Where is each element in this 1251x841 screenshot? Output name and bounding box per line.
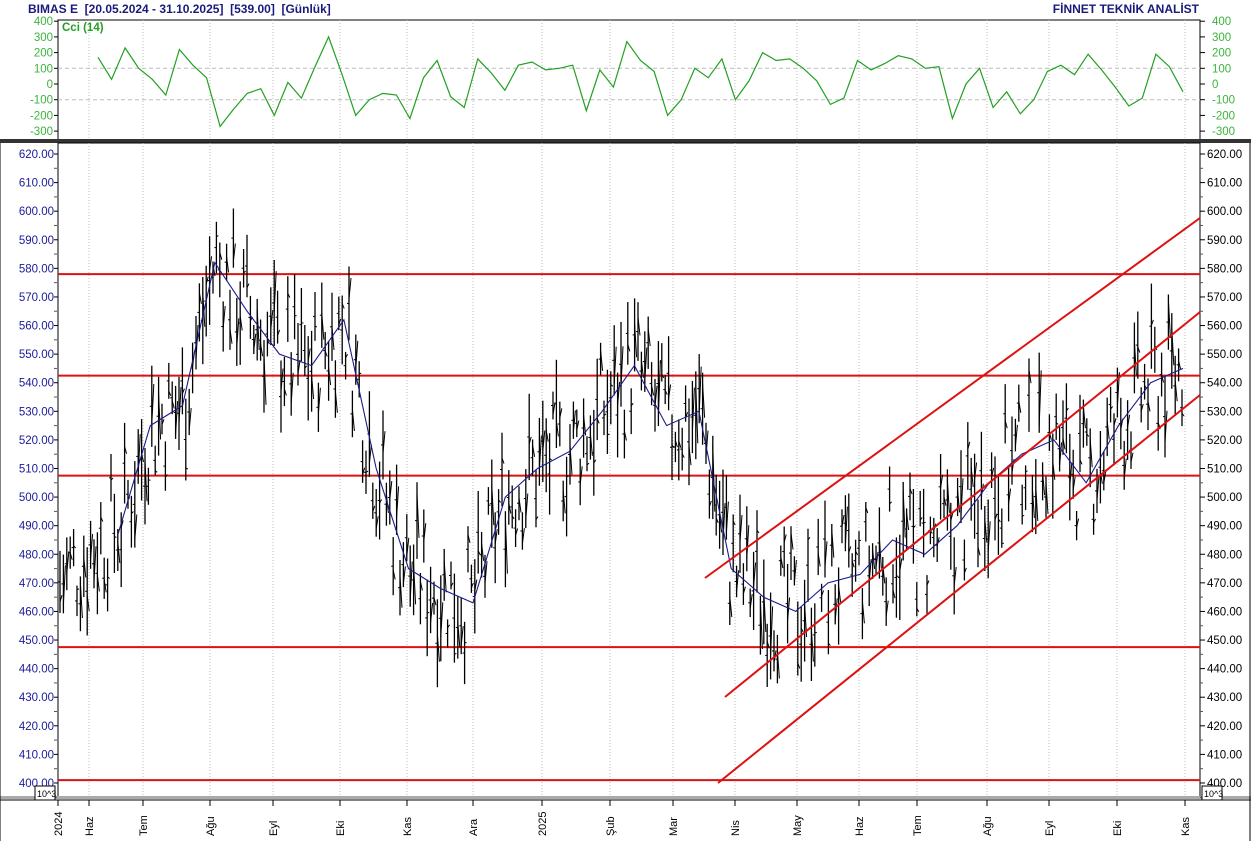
date-tick-label: Ağu [205,816,217,836]
svg-text:600.00: 600.00 [19,206,54,218]
svg-text:520.00: 520.00 [19,435,54,447]
svg-text:470.00: 470.00 [1207,578,1242,590]
svg-text:300: 300 [1212,32,1231,44]
svg-text:590.00: 590.00 [19,235,54,247]
svg-text:520.00: 520.00 [1207,435,1242,447]
horizontal-support-resistance [58,273,1200,782]
svg-text:410.00: 410.00 [1207,749,1242,761]
price-axis: 620.00 620.00 610.00 610.00 600.00 600.00 590.… [19,149,1242,798]
svg-text:500.00: 500.00 [1207,492,1242,504]
scale-badge-right: 10^3 [1201,785,1223,801]
ohlc-bars [58,208,1185,688]
panel-frames [0,19,1251,841]
date-tick-label: May [792,815,804,836]
svg-text:610.00: 610.00 [1207,178,1242,190]
svg-text:540.00: 540.00 [1207,378,1242,390]
svg-text:510.00: 510.00 [1207,463,1242,475]
svg-text:480.00: 480.00 [19,549,54,561]
svg-text:530.00: 530.00 [19,406,54,418]
trend-channel [704,217,1201,784]
svg-text:620.00: 620.00 [19,149,54,161]
svg-text:550.00: 550.00 [19,349,54,361]
date-tick-label: Eki [335,821,347,836]
svg-text:460.00: 460.00 [1207,606,1242,618]
svg-text:440.00: 440.00 [19,664,54,676]
svg-text:510.00: 510.00 [19,463,54,475]
date-tick-label: 2025 [537,812,549,836]
svg-text:600.00: 600.00 [1207,206,1242,218]
brand-label: FİNNET TEKNİK ANALİST [1052,2,1199,16]
svg-text:-100: -100 [30,95,53,107]
cci-label: Cci (14) [62,22,104,34]
svg-text:400: 400 [1212,16,1231,28]
date-tick-label: Eyl [1044,821,1056,836]
svg-text:620.00: 620.00 [1207,149,1242,161]
date-tick-label: Eyl [268,821,280,836]
svg-text:450.00: 450.00 [1207,635,1242,647]
svg-text:560.00: 560.00 [1207,321,1242,333]
date-tick-label: Eki [1112,821,1124,836]
svg-text:200: 200 [1212,48,1231,60]
svg-text:-300: -300 [30,126,53,138]
cci-reference-lines [58,67,1200,101]
svg-text:460.00: 460.00 [19,606,54,618]
date-tick-label: Mar [668,817,680,836]
svg-text:560.00: 560.00 [19,321,54,333]
cci-line [97,35,1184,128]
svg-text:580.00: 580.00 [1207,263,1242,275]
cci-axis: 400 400 300 300 200 200 100 100 0 0 -100 -100 -200 -2… [30,16,1235,138]
svg-text:440.00: 440.00 [1207,664,1242,676]
svg-text:420.00: 420.00 [19,721,54,733]
svg-text:0: 0 [47,79,53,91]
svg-text:200: 200 [34,48,53,60]
date-tick-label: Haz [854,816,866,836]
svg-text:590.00: 590.00 [1207,235,1242,247]
svg-text:-100: -100 [1212,95,1235,107]
svg-text:610.00: 610.00 [19,178,54,190]
svg-text:530.00: 530.00 [1207,406,1242,418]
svg-text:400: 400 [34,16,53,28]
svg-text:10^3: 10^3 [37,789,56,799]
svg-text:500.00: 500.00 [19,492,54,504]
date-tick-label: Tem [138,815,150,836]
svg-text:430.00: 430.00 [1207,692,1242,704]
svg-text:580.00: 580.00 [19,263,54,275]
svg-text:410.00: 410.00 [19,749,54,761]
svg-text:570.00: 570.00 [1207,292,1242,304]
svg-text:-200: -200 [30,110,53,122]
svg-text:570.00: 570.00 [19,292,54,304]
date-tick-label: Kas [1180,817,1192,836]
svg-text:480.00: 480.00 [1207,549,1242,561]
svg-text:100: 100 [34,63,53,75]
svg-text:470.00: 470.00 [19,578,54,590]
svg-text:300: 300 [34,32,53,44]
svg-text:420.00: 420.00 [1207,721,1242,733]
date-tick-label: Haz [84,816,96,836]
svg-text:10^3: 10^3 [1204,789,1223,799]
date-tick-label: 2024 [53,812,65,836]
date-tick-label: Şub [605,816,617,836]
date-tick-label: Kas [402,817,414,836]
vertical-gridlines [88,20,1186,796]
svg-text:540.00: 540.00 [19,378,54,390]
svg-text:100: 100 [1212,63,1231,75]
svg-text:-300: -300 [1212,126,1235,138]
date-tick-label: Ağu [982,816,994,836]
svg-text:0: 0 [1212,79,1218,91]
svg-text:-200: -200 [1212,110,1235,122]
chart-title: BIMAS E [20.05.2024 - 31.10.2025] [539.0… [28,2,331,16]
date-tick-label: Tem [912,815,924,836]
svg-text:490.00: 490.00 [19,521,54,533]
svg-text:490.00: 490.00 [1207,521,1242,533]
date-axis: 2024 Haz Tem Ağu Eyl Eki Kas Ara 2025 Şub Mar Nis Ma… [53,800,1192,836]
svg-text:430.00: 430.00 [19,692,54,704]
scale-badge-left: 10^3 [34,785,56,801]
svg-text:450.00: 450.00 [19,635,54,647]
svg-text:550.00: 550.00 [1207,349,1242,361]
date-tick-label: Nis [730,820,742,836]
date-tick-label: Ara [468,818,480,836]
